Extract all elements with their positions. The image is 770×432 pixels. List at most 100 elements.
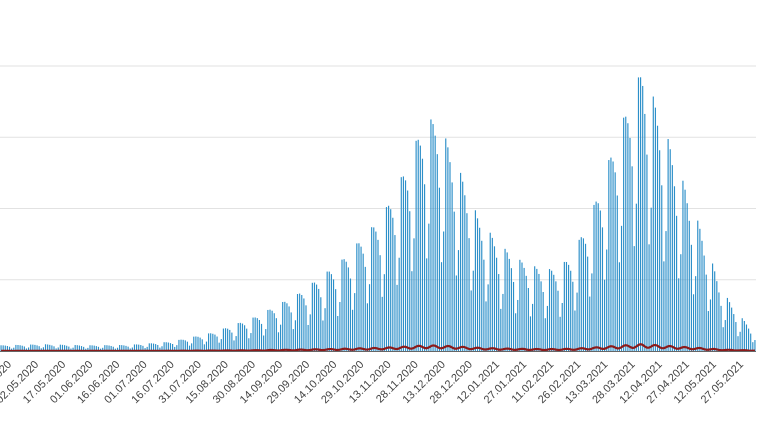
bar	[294, 320, 296, 351]
bar	[741, 318, 743, 351]
bar	[748, 328, 750, 351]
bar	[296, 294, 299, 351]
bar	[102, 347, 104, 351]
bar	[161, 346, 163, 351]
bar	[500, 308, 502, 351]
bar	[307, 324, 309, 351]
bar	[404, 180, 407, 351]
bar	[570, 270, 572, 351]
bar	[587, 256, 589, 351]
bar	[13, 347, 15, 351]
bar	[443, 231, 445, 351]
bar	[280, 324, 282, 351]
bar	[720, 305, 722, 351]
bar	[476, 218, 479, 351]
bar	[212, 333, 214, 351]
bar	[712, 263, 714, 351]
bar	[597, 203, 599, 351]
bar	[665, 231, 667, 351]
bar	[402, 176, 404, 351]
bar	[201, 339, 203, 351]
bar	[11, 348, 13, 351]
bar	[430, 119, 432, 351]
bar	[23, 346, 25, 351]
bar	[271, 310, 273, 351]
bar	[25, 348, 28, 351]
bar	[510, 268, 512, 351]
bar	[508, 258, 510, 351]
bar	[390, 209, 392, 351]
bar	[460, 172, 462, 352]
bar	[284, 301, 286, 351]
bar	[0, 345, 2, 351]
bar	[379, 255, 381, 351]
bar	[421, 158, 424, 351]
bar	[464, 195, 466, 351]
bar	[250, 333, 252, 351]
bar	[4, 345, 6, 351]
bar	[195, 336, 197, 351]
bar	[506, 252, 508, 351]
bar	[244, 325, 246, 351]
bar	[38, 346, 40, 351]
bar	[290, 312, 292, 351]
bar	[479, 227, 481, 351]
bar	[180, 339, 182, 351]
bar	[191, 343, 193, 351]
bar	[447, 147, 449, 351]
bar	[70, 348, 72, 351]
bar	[578, 239, 580, 351]
bar	[246, 328, 248, 351]
bar	[83, 346, 85, 351]
bar	[688, 220, 690, 351]
bar	[565, 261, 568, 351]
bar	[398, 257, 400, 351]
bar	[419, 145, 421, 351]
bar	[648, 244, 650, 351]
bar	[743, 320, 745, 351]
bar	[563, 261, 565, 351]
bar	[21, 345, 23, 351]
bar	[682, 180, 684, 351]
bar	[227, 328, 229, 351]
bar	[184, 340, 186, 351]
bar	[2, 345, 4, 351]
bar	[176, 345, 178, 351]
bar	[89, 345, 91, 351]
bar	[394, 235, 396, 351]
bar	[424, 184, 426, 351]
bar	[707, 311, 709, 351]
bar	[709, 299, 712, 351]
bar	[440, 262, 443, 351]
bar	[519, 259, 521, 351]
bar	[489, 232, 491, 351]
bar	[362, 253, 364, 351]
bar	[224, 328, 227, 351]
bar	[167, 342, 169, 351]
bar	[610, 157, 612, 351]
bar	[400, 177, 402, 351]
bar	[631, 166, 633, 351]
bar	[593, 204, 595, 351]
bar	[172, 344, 174, 351]
bar	[699, 228, 701, 351]
bar	[76, 345, 78, 351]
bar	[330, 274, 332, 351]
bar	[612, 161, 614, 351]
bar	[218, 342, 220, 351]
bar	[512, 281, 515, 351]
bar	[551, 270, 553, 351]
bar	[697, 220, 699, 351]
line-series	[1, 343, 755, 353]
bar	[561, 303, 563, 351]
bar	[548, 269, 551, 351]
bar	[449, 162, 451, 351]
bar	[580, 237, 582, 351]
bar	[301, 295, 303, 351]
bar	[299, 293, 301, 351]
bar	[601, 227, 604, 351]
bar	[341, 259, 343, 351]
bar	[532, 303, 534, 351]
bar	[553, 274, 555, 351]
bar	[591, 273, 593, 351]
